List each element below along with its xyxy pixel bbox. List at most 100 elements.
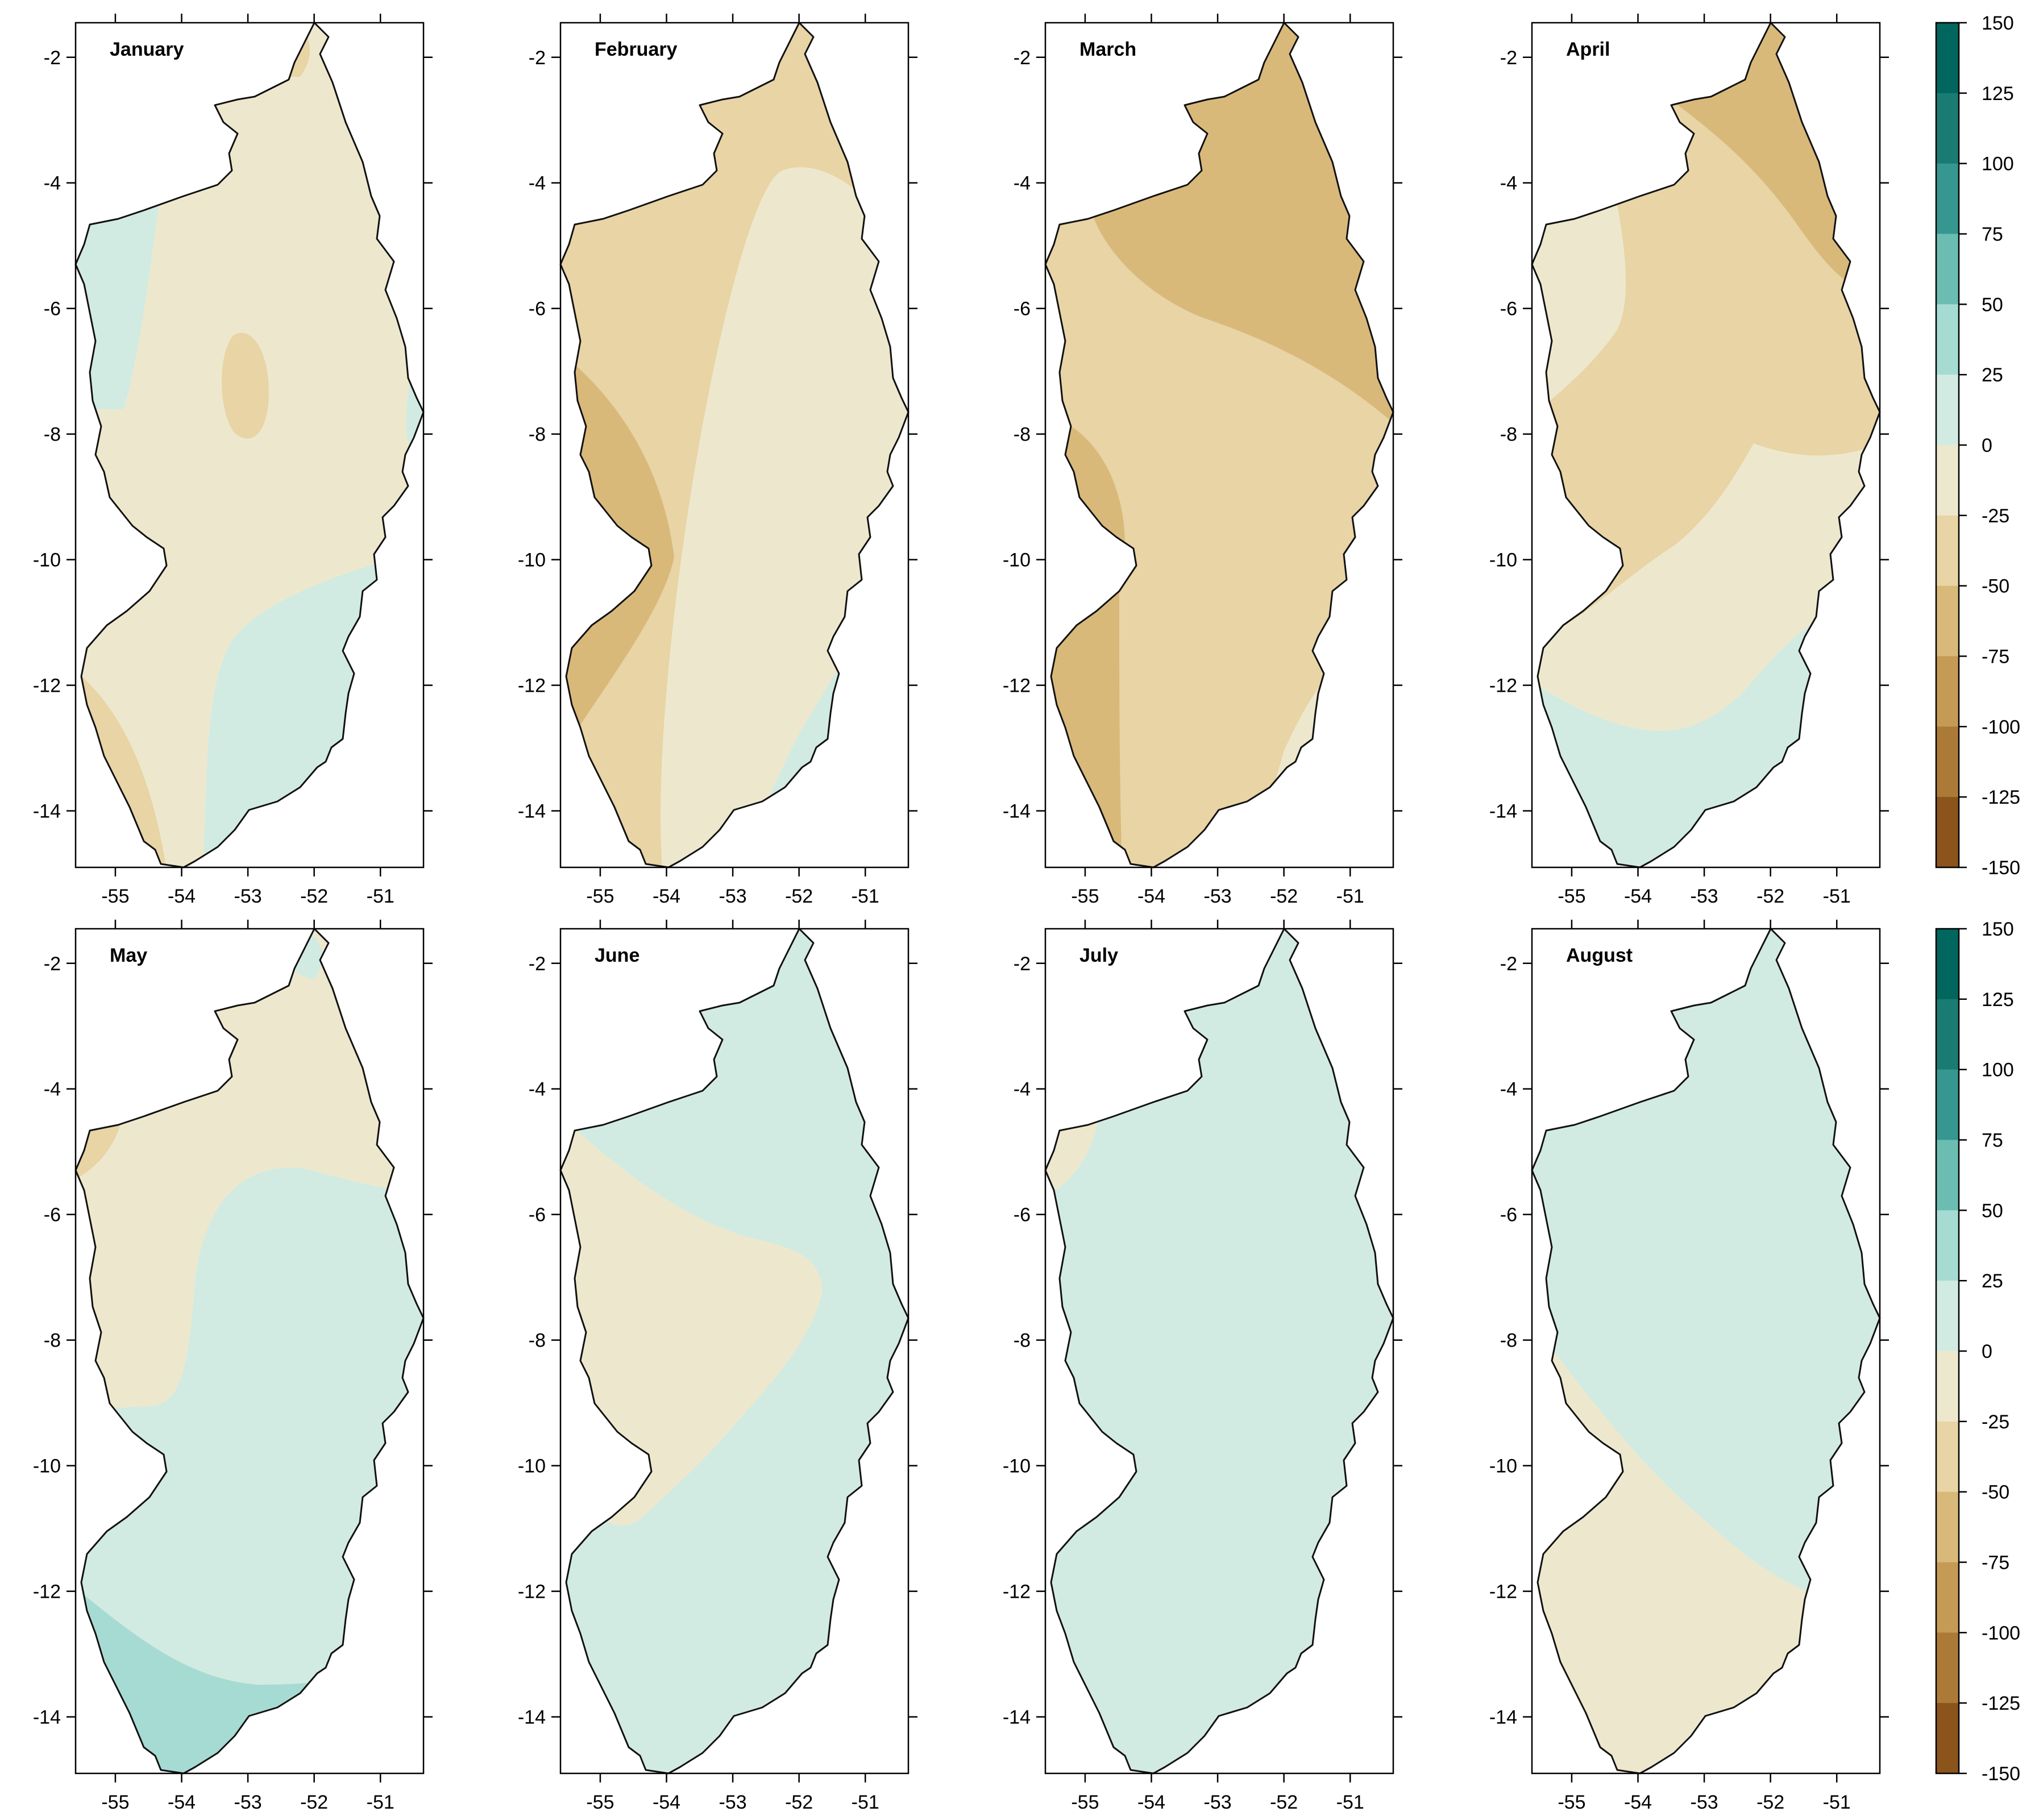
x-tick-label: -54 — [168, 1792, 196, 1813]
basin-outline — [1044, 22, 1394, 869]
map-panel: March -55 -54 -53 -52 -51 -2 -4 -6 -8 -10 -12 -14 — [1003, 14, 1402, 907]
y-tick-label: -2 — [1500, 47, 1517, 69]
x-tick-label: -53 — [1691, 1792, 1718, 1813]
basin-outline — [1044, 928, 1394, 1775]
x-tick-label: -55 — [101, 886, 129, 907]
colorbar-bin — [1936, 1210, 1959, 1281]
colorbar-bin — [1936, 999, 1959, 1070]
x-tick-label: -55 — [101, 1792, 129, 1813]
contour-fill — [1045, 929, 1393, 1773]
panel-frame — [74, 928, 425, 1775]
y-tick-label: -10 — [33, 1456, 61, 1477]
colorbar-bin — [1936, 585, 1959, 656]
colorbar: 150 125 100 75 50 25 0 -25 -50 -75 -100 -125 -150 — [1935, 13, 2020, 879]
x-tick-label: -55 — [1071, 1792, 1099, 1813]
x-tick-label: -53 — [234, 1792, 262, 1813]
colorbar-label: 100 — [1982, 1059, 2014, 1081]
x-tick-label: -51 — [852, 1792, 879, 1813]
y-tick-label: -2 — [1500, 953, 1517, 975]
contour-fill — [1532, 929, 1880, 1773]
y-tick-label: -6 — [1500, 298, 1517, 320]
y-tick-label: -8 — [1014, 424, 1031, 446]
colorbar-label: 0 — [1982, 1341, 1992, 1362]
panel-frame — [1044, 928, 1394, 1775]
x-tick-label: -55 — [1558, 1792, 1585, 1813]
map-panels: January -55 -54 -53 -52 -51 -2 -4 -6 -8 -10 -12 -14 F… — [33, 14, 1889, 1813]
colorbar-label: -150 — [1982, 1763, 2020, 1785]
colorbar-bin — [1936, 1069, 1959, 1140]
contour-region — [1045, 193, 1393, 432]
colorbar-bin — [1936, 726, 1959, 797]
panel-title: April — [1566, 39, 1610, 60]
y-tick-label: -2 — [1014, 953, 1031, 975]
colorbar-bin — [1936, 23, 1959, 94]
colorbar-label: -75 — [1982, 646, 2009, 668]
x-tick-label: -51 — [1336, 886, 1364, 907]
y-tick-label: -10 — [1003, 550, 1031, 571]
x-tick-label: -53 — [1204, 1792, 1232, 1813]
x-tick-label: -55 — [1071, 886, 1099, 907]
contour-region — [406, 375, 423, 477]
y-tick-label: -12 — [33, 1581, 61, 1603]
y-tick-label: -4 — [1014, 1079, 1031, 1100]
x-tick-label: -51 — [367, 886, 394, 907]
colorbar-label: 125 — [1982, 83, 2014, 105]
colorbar-label: -125 — [1982, 1693, 2020, 1714]
x-tick-label: -51 — [1823, 886, 1851, 907]
y-tick-label: -6 — [1014, 298, 1031, 320]
colorbar-label: -50 — [1982, 576, 2009, 597]
y-tick-label: -12 — [518, 1581, 546, 1603]
colorbar-bin — [1936, 234, 1959, 305]
y-tick-label: -14 — [1489, 1707, 1517, 1728]
colorbar-label: -25 — [1982, 505, 2009, 527]
y-tick-label: -10 — [1489, 550, 1517, 571]
y-tick-label: -10 — [518, 550, 546, 571]
colorbar-label: 100 — [1982, 153, 2014, 175]
y-tick-label: -2 — [1014, 47, 1031, 69]
contour-region — [560, 1116, 822, 1526]
y-tick-label: -12 — [1489, 1581, 1517, 1603]
contour-fill — [1045, 23, 1393, 867]
colorbar-label: 25 — [1982, 1270, 2003, 1292]
basin-outline — [74, 928, 425, 1775]
colorbar-bin — [1936, 1421, 1959, 1493]
y-tick-label: -4 — [44, 173, 61, 194]
x-tick-label: -55 — [586, 1792, 614, 1813]
colorbar-bin — [1936, 375, 1959, 446]
y-tick-label: -2 — [44, 953, 61, 975]
panel-title: January — [110, 39, 184, 60]
y-tick-label: -10 — [33, 550, 61, 571]
x-tick-label: -52 — [1270, 1792, 1298, 1813]
contour-region — [1045, 591, 1122, 867]
contour-region — [1045, 929, 1393, 1773]
basin-outline — [559, 22, 910, 869]
x-tick-label: -54 — [168, 886, 196, 907]
x-tick-label: -53 — [1691, 886, 1718, 907]
y-tick-label: -6 — [1014, 1204, 1031, 1226]
colorbar: 150 125 100 75 50 25 0 -25 -50 -75 -100 -125 -150 — [1935, 919, 2020, 1785]
y-tick-label: -4 — [529, 173, 546, 194]
x-tick-label: -55 — [586, 886, 614, 907]
colorbar-label: 75 — [1982, 1130, 2003, 1152]
basin-outline — [74, 22, 425, 869]
colorbar-bin — [1936, 1140, 1959, 1211]
map-panel: April -55 -54 -53 -52 -51 -2 -4 -6 -8 -10 -12 -14 — [1489, 14, 1889, 907]
y-tick-label: -10 — [1003, 1456, 1031, 1477]
panel-title: May — [110, 945, 147, 966]
y-tick-label: -4 — [1500, 1079, 1517, 1100]
colorbar-bin — [1936, 656, 1959, 727]
panel-title: February — [595, 39, 678, 60]
colorbar-label: -150 — [1982, 857, 2020, 879]
panel-frame — [1531, 928, 1881, 1775]
y-tick-label: -2 — [529, 47, 546, 69]
map-panel: January -55 -54 -53 -52 -51 -2 -4 -6 -8 -10 -12 -14 — [33, 14, 433, 907]
colorbar-label: -100 — [1982, 716, 2020, 738]
colorbar-label: -25 — [1982, 1411, 2009, 1433]
y-tick-label: -8 — [529, 424, 546, 446]
y-tick-label: -8 — [1014, 1330, 1031, 1352]
y-tick-label: -8 — [1500, 424, 1517, 446]
colorbar-label: -125 — [1982, 787, 2020, 808]
x-tick-label: -52 — [300, 1792, 328, 1813]
colorbar-bin — [1936, 445, 1959, 516]
y-tick-label: -14 — [1489, 801, 1517, 822]
